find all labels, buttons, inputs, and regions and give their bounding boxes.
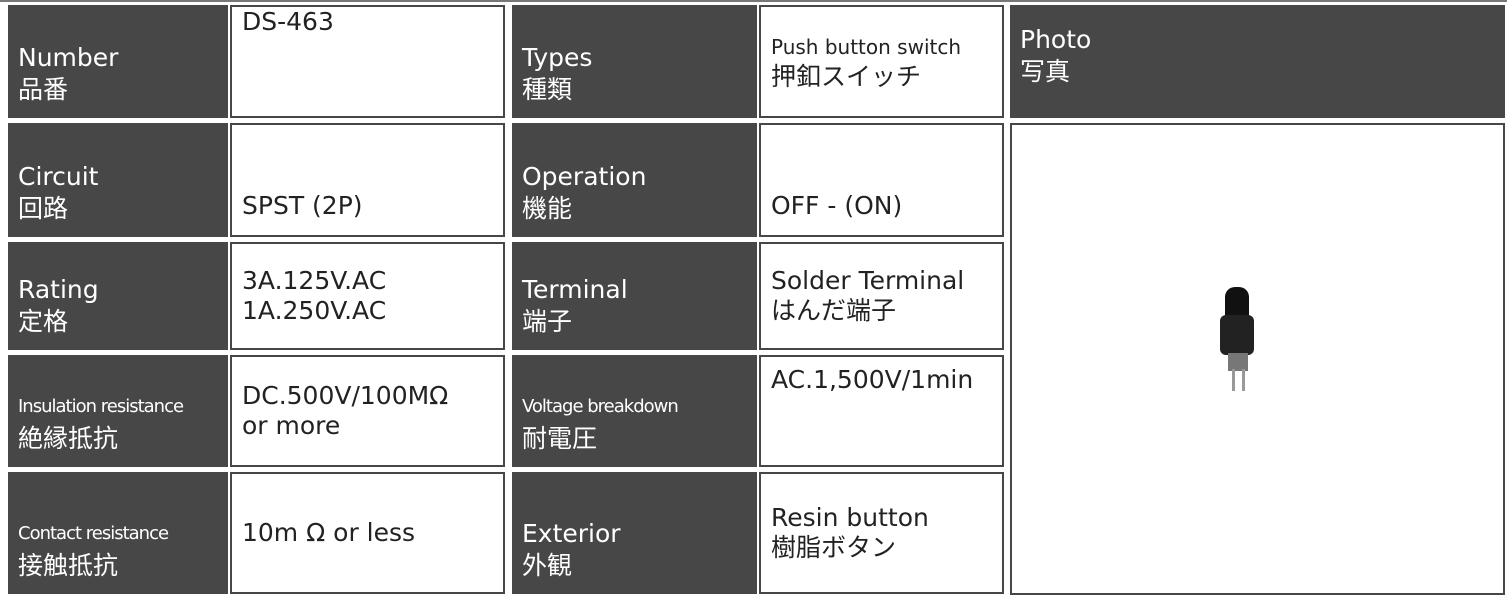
text-line: Rating (18, 275, 99, 304)
label-cell: Insulation resistance 絶縁抵抗 (8, 355, 228, 467)
text-line: OFF - (ON) (771, 191, 903, 220)
text-line: はんだ端子 (771, 296, 897, 325)
text-line: 樹脂ボタン (771, 533, 897, 562)
text-line: DC.500V/100MΩ (242, 381, 449, 410)
photo-label: Photo 写真 (1010, 5, 1505, 118)
switch-photo (1220, 287, 1254, 391)
text-line: Exterior (522, 519, 621, 548)
text-line: Resin button (771, 503, 929, 532)
text-line: Contact resistance (18, 523, 169, 544)
value-cell: 10m Ω or less (230, 472, 505, 594)
text-line: 3A.125V.AC (242, 266, 387, 295)
value-cell: Resin button 樹脂ボタン (759, 472, 1004, 594)
text-line: 回路 (18, 194, 69, 223)
text-line: 耐電圧 (522, 424, 598, 453)
text-line: 定格 (18, 307, 69, 336)
label-cell: Operation 機能 (512, 123, 757, 237)
text-line: 接触抵抗 (18, 551, 119, 580)
text-line: 写真 (1020, 56, 1071, 86)
text-line: or more (242, 411, 341, 440)
text-line: Terminal (522, 275, 628, 304)
text-line: AC.1,500V/1min (771, 365, 974, 394)
label-cell: Terminal 端子 (512, 242, 757, 350)
value-cell: SPST (2P) (230, 123, 505, 237)
text-line: 10m Ω or less (242, 518, 416, 547)
value-cell: DS-463 (230, 5, 505, 118)
text-line: Push button switch (771, 34, 962, 59)
text-line: 押釦スイッチ (771, 61, 922, 91)
label-cell: Rating 定格 (8, 242, 228, 350)
value-cell: AC.1,500V/1min (759, 355, 1004, 467)
text-line: 1A.250V.AC (242, 296, 387, 325)
label-cell: Number 品番 (8, 5, 228, 118)
value-cell: DC.500V/100MΩ or more (230, 355, 505, 467)
value-cell: Push button switch 押釦スイッチ (759, 5, 1004, 118)
text-line: Types (522, 43, 593, 72)
text-line: 種類 (522, 75, 573, 104)
label-cell: Voltage breakdown 耐電圧 (512, 355, 757, 467)
value-cell: Solder Terminal はんだ端子 (759, 242, 1004, 350)
text-line: 外観 (522, 551, 573, 580)
text-line: 端子 (522, 307, 573, 336)
text-line: SPST (2P) (242, 191, 363, 220)
text-line: DS-463 (242, 7, 334, 36)
text-line: Operation (522, 162, 647, 191)
text-line: Insulation resistance (18, 396, 184, 417)
label-cell: Contact resistance 接触抵抗 (8, 472, 228, 594)
text-line: 機能 (522, 194, 573, 223)
text-line: Photo (1020, 24, 1092, 54)
label-cell: Exterior 外観 (512, 472, 757, 594)
text-line: Circuit (18, 162, 99, 191)
label-cell: Types 種類 (512, 5, 757, 118)
top-rule (0, 0, 1507, 2)
text-line: 絶縁抵抗 (18, 424, 119, 453)
value-cell: 3A.125V.AC 1A.250V.AC (230, 242, 505, 350)
text-line: Number (18, 43, 119, 72)
text-line: Voltage breakdown (522, 396, 679, 417)
text-line: 品番 (18, 75, 69, 104)
photo-frame (1010, 123, 1505, 595)
text-line: Solder Terminal (771, 266, 965, 295)
value-cell: OFF - (ON) (759, 123, 1004, 237)
label-cell: Circuit 回路 (8, 123, 228, 237)
